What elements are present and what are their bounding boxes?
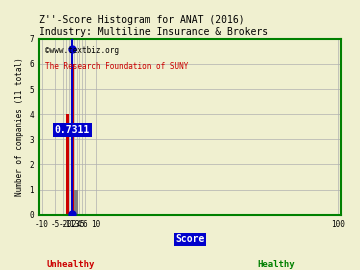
Bar (74, 190, 78, 215)
X-axis label: Score: Score (175, 234, 204, 244)
Text: Unhealthy: Unhealthy (47, 260, 95, 269)
Bar (71, 64, 74, 215)
Text: Z''-Score Histogram for ANAT (2016)
Industry: Multiline Insurance & Brokers: Z''-Score Histogram for ANAT (2016) Indu… (39, 15, 268, 37)
Text: 0.7311: 0.7311 (55, 125, 90, 135)
Text: The Research Foundation of SUNY: The Research Foundation of SUNY (45, 62, 188, 71)
Text: ©www.textbiz.org: ©www.textbiz.org (45, 46, 119, 55)
Bar (66, 114, 69, 215)
Text: Healthy: Healthy (257, 260, 295, 269)
Y-axis label: Number of companies (11 total): Number of companies (11 total) (15, 58, 24, 196)
